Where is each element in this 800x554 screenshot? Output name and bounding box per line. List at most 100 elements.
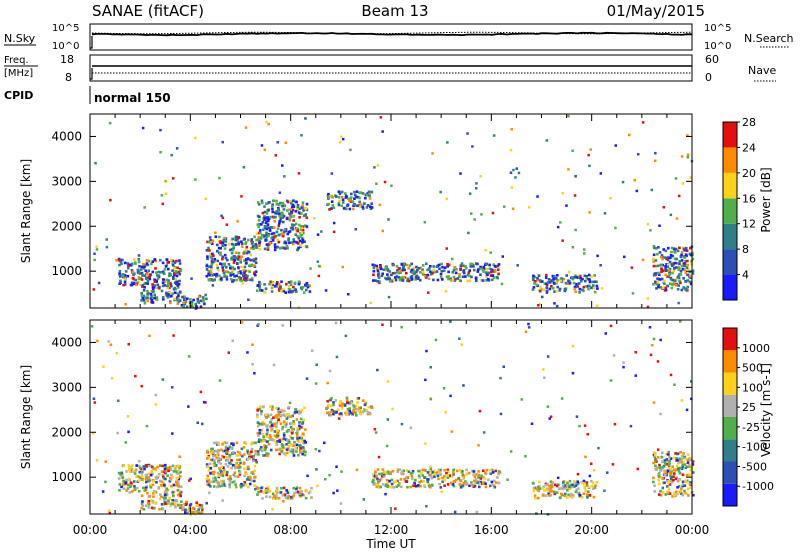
echo-cell — [680, 458, 684, 461]
echo-cell — [417, 484, 420, 487]
scatter-cell — [475, 187, 478, 190]
date-title: 01/May/2015 — [607, 2, 705, 20]
echo-cell — [199, 512, 203, 515]
echo-cell — [678, 457, 681, 461]
echo-cell — [586, 496, 589, 499]
echo-cell — [686, 285, 689, 289]
echo-cell — [477, 470, 480, 473]
scatter-cell — [599, 264, 602, 267]
echo-cell — [264, 491, 268, 494]
echo-cell — [125, 478, 128, 482]
echo-cell — [278, 413, 281, 417]
echo-cell — [464, 480, 467, 483]
echo-cell — [477, 482, 481, 486]
echo-cell — [216, 450, 220, 453]
echo-cell — [236, 450, 240, 454]
echo-cell — [272, 199, 276, 202]
echo-cell — [285, 413, 289, 416]
echo-cell — [254, 487, 257, 491]
echo-cell — [152, 467, 155, 470]
scatter-cell — [646, 305, 650, 309]
echo-cell — [251, 245, 255, 248]
scatter-cell — [306, 474, 309, 478]
echo-cell — [290, 223, 294, 226]
echo-cell — [548, 487, 551, 491]
echo-cell — [481, 482, 485, 485]
scatter-cell — [478, 409, 482, 413]
echo-cell — [137, 258, 140, 261]
echo-cell — [394, 276, 397, 279]
scatter-cell — [373, 166, 376, 169]
echo-cell — [123, 283, 127, 286]
echo-cell — [244, 442, 248, 445]
echo-cell — [422, 480, 425, 483]
echo-cell — [366, 204, 370, 207]
echo-cell — [186, 509, 189, 513]
echo-cell — [218, 467, 221, 470]
echo-cell — [258, 407, 262, 411]
echo-cell — [574, 490, 578, 494]
echo-cell — [654, 464, 657, 468]
scatter-cell — [690, 397, 693, 401]
echo-cell — [330, 194, 333, 198]
echo-cell — [353, 203, 356, 206]
echo-cell — [576, 274, 580, 278]
echo-cell — [165, 258, 169, 261]
echo-cell — [266, 413, 270, 416]
scatter-cell — [94, 161, 97, 165]
echo-cell — [686, 461, 690, 464]
echo-cell — [329, 398, 332, 402]
echo-cell — [406, 485, 409, 489]
echo-cell — [275, 230, 279, 234]
echo-cell — [417, 474, 421, 478]
echo-cell — [264, 287, 268, 290]
scatter-cell — [659, 338, 662, 342]
echo-cell — [122, 487, 126, 491]
echo-cell — [276, 440, 279, 443]
echo-cell — [256, 413, 259, 416]
echo-cell — [681, 463, 684, 467]
echo-cell — [420, 479, 423, 483]
echo-cell — [676, 479, 680, 483]
echo-cell — [208, 252, 212, 256]
echo-cell — [258, 286, 261, 289]
scatter-cell — [127, 343, 130, 346]
echo-cell — [673, 279, 677, 283]
echo-cell — [361, 399, 365, 402]
scatter-cell — [95, 459, 99, 462]
echo-cell — [295, 410, 299, 414]
echo-cell — [271, 492, 275, 496]
echo-cell — [355, 190, 359, 193]
echo-cell — [660, 267, 663, 270]
echo-cell — [240, 240, 243, 243]
echo-cell — [226, 470, 229, 474]
echo-cell — [272, 234, 276, 237]
scatter-cell — [91, 432, 95, 435]
echo-cell — [685, 266, 689, 269]
echo-cell — [176, 284, 179, 287]
echo-cell — [299, 447, 302, 450]
echo-cell — [237, 236, 240, 239]
echo-cell — [153, 491, 157, 494]
echo-cell — [268, 228, 272, 231]
echo-cell — [431, 271, 434, 275]
echo-cell — [217, 246, 221, 250]
echo-cell — [173, 266, 176, 270]
echo-cell — [296, 234, 299, 238]
echo-cell — [593, 486, 597, 490]
scatter-cell — [175, 147, 179, 150]
echo-cell — [278, 452, 281, 456]
echo-cell — [221, 474, 225, 477]
echo-cell — [481, 279, 485, 282]
echo-cell — [365, 193, 369, 197]
echo-cell — [678, 279, 682, 283]
echo-cell — [306, 284, 310, 287]
scatter-cell — [282, 500, 285, 503]
echo-cell — [228, 453, 231, 457]
echo-cell — [265, 487, 268, 491]
echo-cell — [153, 278, 156, 281]
echo-cell — [329, 413, 332, 417]
echo-cell — [129, 481, 133, 484]
echo-cell — [689, 468, 693, 472]
echo-cell — [269, 420, 272, 424]
